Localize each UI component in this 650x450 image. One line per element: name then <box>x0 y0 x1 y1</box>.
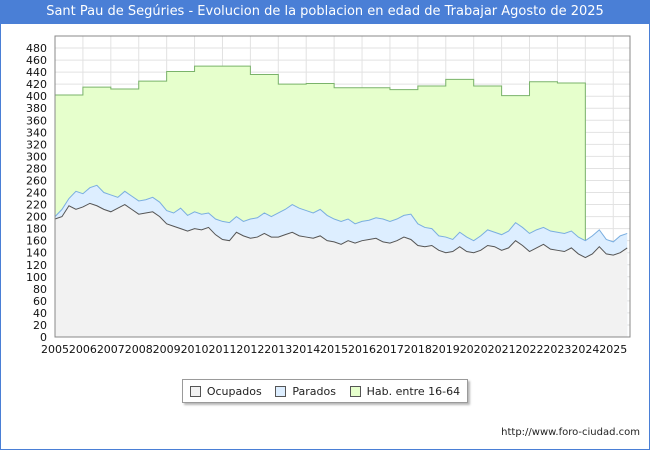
x-tick-label: 2016 <box>348 343 376 356</box>
y-tick-label: 200 <box>26 211 47 224</box>
x-tick-label: 2006 <box>69 343 97 356</box>
y-tick-label: 380 <box>26 102 47 115</box>
legend-item-parados: Parados <box>275 385 336 398</box>
x-tick-label: 2019 <box>432 343 460 356</box>
x-tick-label: 2013 <box>264 343 292 356</box>
x-tick-label: 2010 <box>181 343 209 356</box>
x-tick-label: 2015 <box>320 343 348 356</box>
y-tick-label: 0 <box>40 331 47 344</box>
source-url[interactable]: http://www.foro-ciudad.com <box>501 427 640 438</box>
chart-area: 0204060801001201401601802002202402602803… <box>26 35 631 356</box>
legend-item-hab: Hab. entre 16-64 <box>349 384 461 398</box>
y-tick-label: 440 <box>26 66 47 79</box>
x-tick-label: 2011 <box>208 343 236 356</box>
hab-line <box>54 65 586 337</box>
y-tick-label: 260 <box>26 174 47 187</box>
ocupados-line <box>54 202 628 259</box>
y-tick-label: 280 <box>26 162 47 175</box>
legend-swatch-hab <box>349 385 361 397</box>
x-tick-label: 2022 <box>516 343 544 356</box>
x-tick-label: 2017 <box>376 343 404 356</box>
plot-border <box>54 35 631 338</box>
x-tick-label: 2024 <box>571 343 599 356</box>
parados-line <box>54 184 628 243</box>
x-tick-label: 2008 <box>125 343 153 356</box>
legend-swatch-ocupados <box>189 385 201 397</box>
legend-label-ocupados: Ocupados <box>206 384 262 398</box>
y-tick-label: 20 <box>33 319 47 332</box>
y-tick-label: 400 <box>26 90 47 103</box>
chart-legend: Ocupados Parados Hab. entre 16-64 <box>182 379 468 403</box>
y-tick-label: 480 <box>26 42 47 55</box>
legend-item-ocupados: Ocupados <box>189 384 262 398</box>
chart-title: Sant Pau de Segúries - Evolucion de la p… <box>0 0 650 24</box>
y-tick-label: 120 <box>26 259 47 272</box>
legend-label-hab: Hab. entre 16-64 <box>366 384 461 398</box>
x-tick-label: 2023 <box>543 343 571 356</box>
y-tick-label: 140 <box>26 247 47 260</box>
x-tick-label: 2014 <box>292 343 320 356</box>
x-tick-label: 2025 <box>599 343 627 356</box>
ocupados-area <box>55 203 628 337</box>
x-tick-label: 2005 <box>41 343 69 356</box>
y-tick-label: 40 <box>33 307 47 320</box>
y-tick-label: 360 <box>26 114 47 127</box>
legend-label-parados: Parados <box>292 384 336 398</box>
x-tick-label: 2007 <box>97 343 125 356</box>
y-tick-label: 220 <box>26 199 47 212</box>
y-tick-label: 460 <box>26 54 47 67</box>
y-tick-label: 160 <box>26 235 47 248</box>
y-tick-label: 320 <box>26 138 47 151</box>
x-tick-label: 2012 <box>236 343 264 356</box>
y-tick-label: 240 <box>26 187 47 200</box>
y-tick-label: 100 <box>26 271 47 284</box>
y-tick-label: 300 <box>26 150 47 163</box>
legend-swatch-parados <box>275 385 287 397</box>
y-tick-label: 420 <box>26 78 47 91</box>
x-tick-label: 2020 <box>460 343 488 356</box>
x-tick-label: 2018 <box>404 343 432 356</box>
x-tick-label: 2021 <box>488 343 516 356</box>
y-tick-label: 180 <box>26 223 47 236</box>
x-tick-label: 2009 <box>153 343 181 356</box>
y-tick-label: 60 <box>33 295 47 308</box>
y-tick-label: 340 <box>26 126 47 139</box>
y-tick-label: 80 <box>33 283 47 296</box>
